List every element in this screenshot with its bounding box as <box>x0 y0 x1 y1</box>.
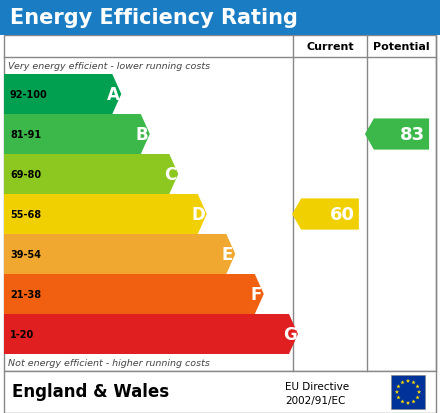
Text: F: F <box>250 285 261 303</box>
Text: G: G <box>283 325 297 343</box>
Polygon shape <box>415 395 420 399</box>
Polygon shape <box>4 115 150 154</box>
Polygon shape <box>406 379 410 383</box>
Text: E: E <box>222 245 233 263</box>
Polygon shape <box>400 399 404 404</box>
Text: B: B <box>136 126 148 144</box>
Bar <box>4 36 436 371</box>
Text: 39-54: 39-54 <box>10 249 41 259</box>
Text: Current: Current <box>306 42 354 52</box>
Text: 21-38: 21-38 <box>10 289 41 299</box>
Text: 1-20: 1-20 <box>10 329 34 339</box>
Bar <box>4 371 436 413</box>
Polygon shape <box>411 380 416 384</box>
Polygon shape <box>4 195 207 235</box>
Polygon shape <box>417 390 421 394</box>
Text: 60: 60 <box>330 206 355 223</box>
Text: 55-68: 55-68 <box>10 209 41 219</box>
Text: EU Directive: EU Directive <box>285 381 349 391</box>
Text: 2002/91/EC: 2002/91/EC <box>285 395 345 406</box>
Bar <box>391 375 425 409</box>
Text: C: C <box>164 166 176 183</box>
Polygon shape <box>415 385 420 388</box>
Polygon shape <box>400 380 404 384</box>
Text: 81-91: 81-91 <box>10 130 41 140</box>
Text: 83: 83 <box>400 126 425 144</box>
Polygon shape <box>4 235 235 274</box>
Text: D: D <box>192 206 205 223</box>
Text: Very energy efficient - lower running costs: Very energy efficient - lower running co… <box>8 62 210 71</box>
Text: Not energy efficient - higher running costs: Not energy efficient - higher running co… <box>8 358 210 367</box>
Polygon shape <box>406 401 410 405</box>
Bar <box>0 0 440 36</box>
Text: England & Wales: England & Wales <box>12 382 169 400</box>
Polygon shape <box>395 390 399 394</box>
Polygon shape <box>396 395 400 399</box>
Polygon shape <box>411 399 416 404</box>
Polygon shape <box>396 385 400 388</box>
Polygon shape <box>4 314 298 354</box>
Text: Energy Efficiency Rating: Energy Efficiency Rating <box>10 8 298 28</box>
Text: Potential: Potential <box>373 42 430 52</box>
Text: 69-80: 69-80 <box>10 170 41 180</box>
Polygon shape <box>4 154 178 195</box>
Polygon shape <box>292 199 359 230</box>
Text: 92-100: 92-100 <box>10 90 48 100</box>
Polygon shape <box>4 75 121 115</box>
Polygon shape <box>4 274 264 314</box>
Polygon shape <box>365 119 429 150</box>
Text: A: A <box>107 86 120 104</box>
